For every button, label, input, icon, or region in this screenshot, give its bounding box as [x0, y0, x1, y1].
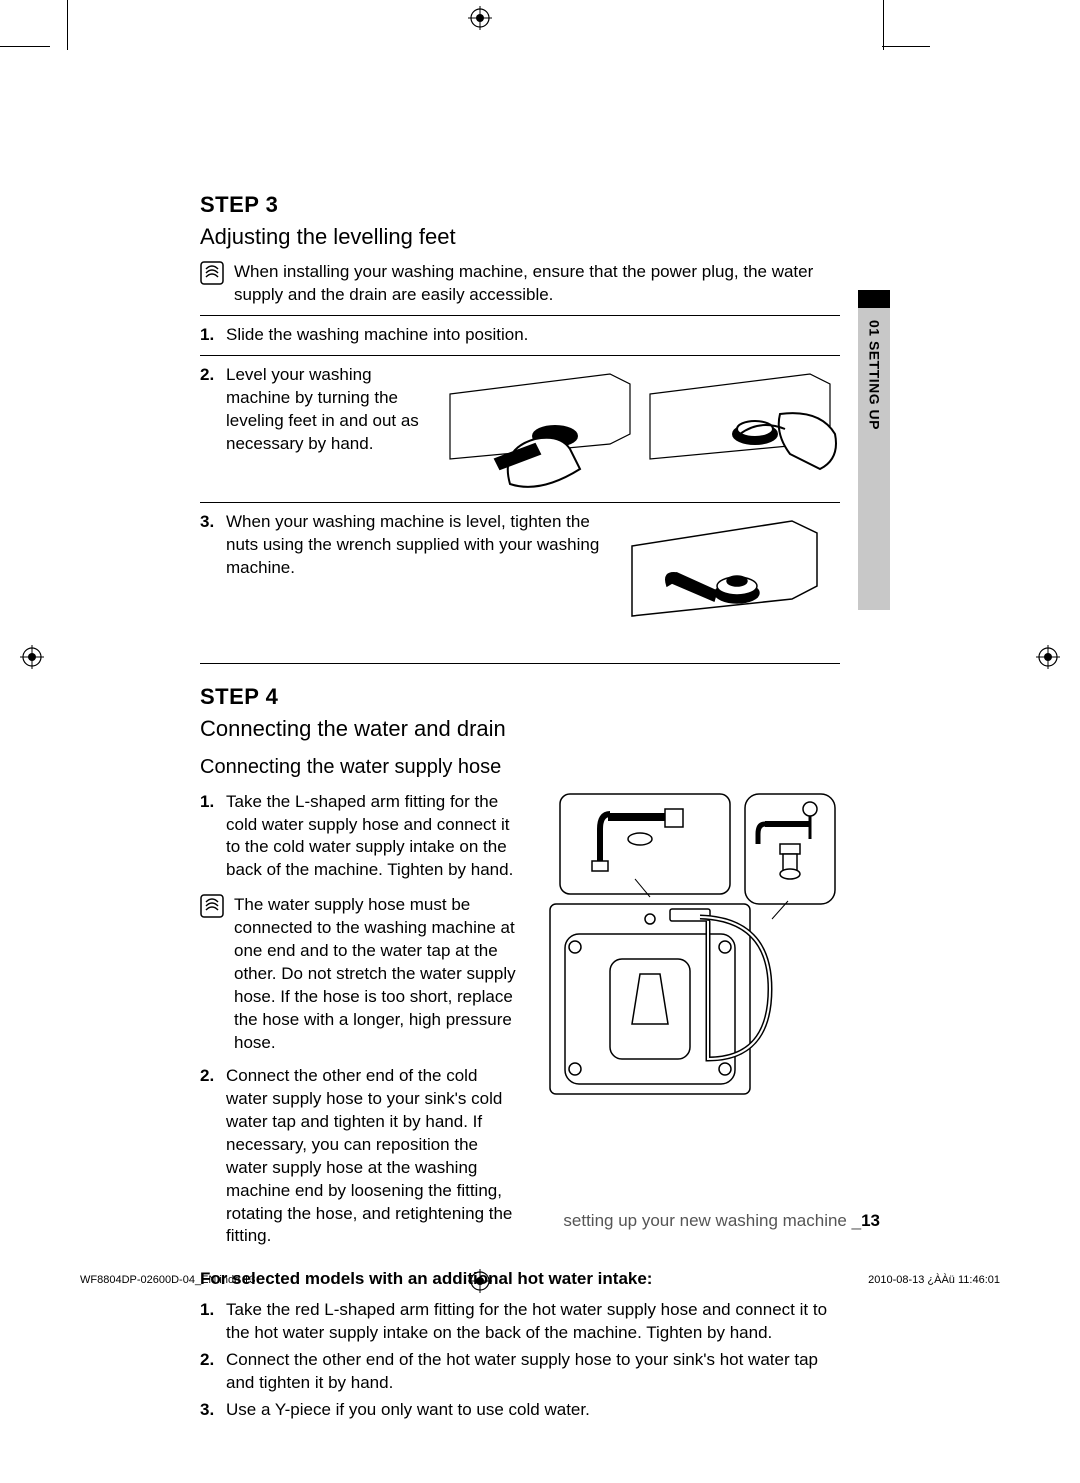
item-num: 2.	[200, 364, 214, 387]
item-num: 1.	[200, 1299, 214, 1322]
step3-note: When installing your washing machine, en…	[200, 261, 840, 307]
item-num: 2.	[200, 1065, 214, 1088]
step3-title: Adjusting the levelling feet	[200, 222, 840, 252]
step3-list: 1. Slide the washing machine into positi…	[200, 315, 840, 649]
section-divider	[200, 663, 840, 664]
item-text: Slide the washing machine into position.	[226, 325, 528, 344]
step4-note: The water supply hose must be connected …	[200, 894, 520, 1055]
section-tab-label: 01 SETTING UP	[865, 320, 884, 430]
note-icon	[200, 894, 224, 918]
step4-note-text: The water supply hose must be connected …	[234, 894, 520, 1055]
footer-line: setting up your new washing machine _13	[563, 1210, 880, 1233]
tighten-nuts-illustration	[622, 511, 822, 641]
crop-mark	[883, 0, 884, 50]
item-num: 1.	[200, 791, 214, 814]
note-icon	[200, 261, 224, 285]
footer-page: 13	[861, 1211, 880, 1230]
step3-label: STEP 3	[200, 190, 840, 220]
item-num: 3.	[200, 1399, 214, 1422]
item-text: Level your washing machine by turning th…	[226, 364, 424, 456]
item-text: Connect the other end of the hot water s…	[226, 1350, 818, 1392]
print-timestamp: 2010-08-13 ¿ÀÀü 11:46:01	[868, 1273, 1000, 1288]
item-text: Take the red L-shaped arm fitting for th…	[226, 1300, 827, 1342]
footer-section: setting up your new washing machine _	[563, 1211, 861, 1230]
step3-note-text: When installing your washing machine, en…	[234, 261, 840, 307]
crop-mark	[67, 0, 68, 50]
registration-mark	[468, 6, 492, 30]
registration-mark	[1036, 645, 1060, 669]
item-text: Take the L-shaped arm fitting for the co…	[226, 792, 513, 880]
item-text: When your washing machine is level, tigh…	[226, 511, 606, 580]
step4-title: Connecting the water and drain	[200, 714, 840, 744]
item-num: 2.	[200, 1349, 214, 1372]
print-file: WF8804DP-02600D-04_EN.indd 13	[80, 1273, 256, 1288]
registration-mark	[20, 645, 44, 669]
item-num: 3.	[200, 511, 214, 534]
item-num: 1.	[200, 324, 214, 347]
page-content: STEP 3 Adjusting the levelling feet When…	[200, 190, 840, 1424]
step4-subheading: Connecting the water supply hose	[200, 754, 840, 781]
crop-mark	[0, 46, 50, 47]
section-tab: 01 SETTING UP	[858, 290, 890, 610]
crop-mark	[882, 46, 930, 47]
step4-list-2: 2. Connect the other end of the cold wat…	[200, 1063, 520, 1251]
step4-label: STEP 4	[200, 682, 840, 712]
leveling-feet-illustration	[440, 364, 840, 494]
item-text: Use a Y-piece if you only want to use co…	[226, 1400, 590, 1419]
print-footer: WF8804DP-02600D-04_EN.indd 13 2010-08-13…	[80, 1273, 1000, 1288]
water-connection-illustration	[540, 789, 840, 1251]
step4-list-3: 1. Take the red L-shaped arm fitting for…	[200, 1297, 840, 1424]
step4-list-1: 1. Take the L-shaped arm fitting for the…	[200, 789, 520, 885]
item-text: Connect the other end of the cold water …	[226, 1066, 512, 1246]
